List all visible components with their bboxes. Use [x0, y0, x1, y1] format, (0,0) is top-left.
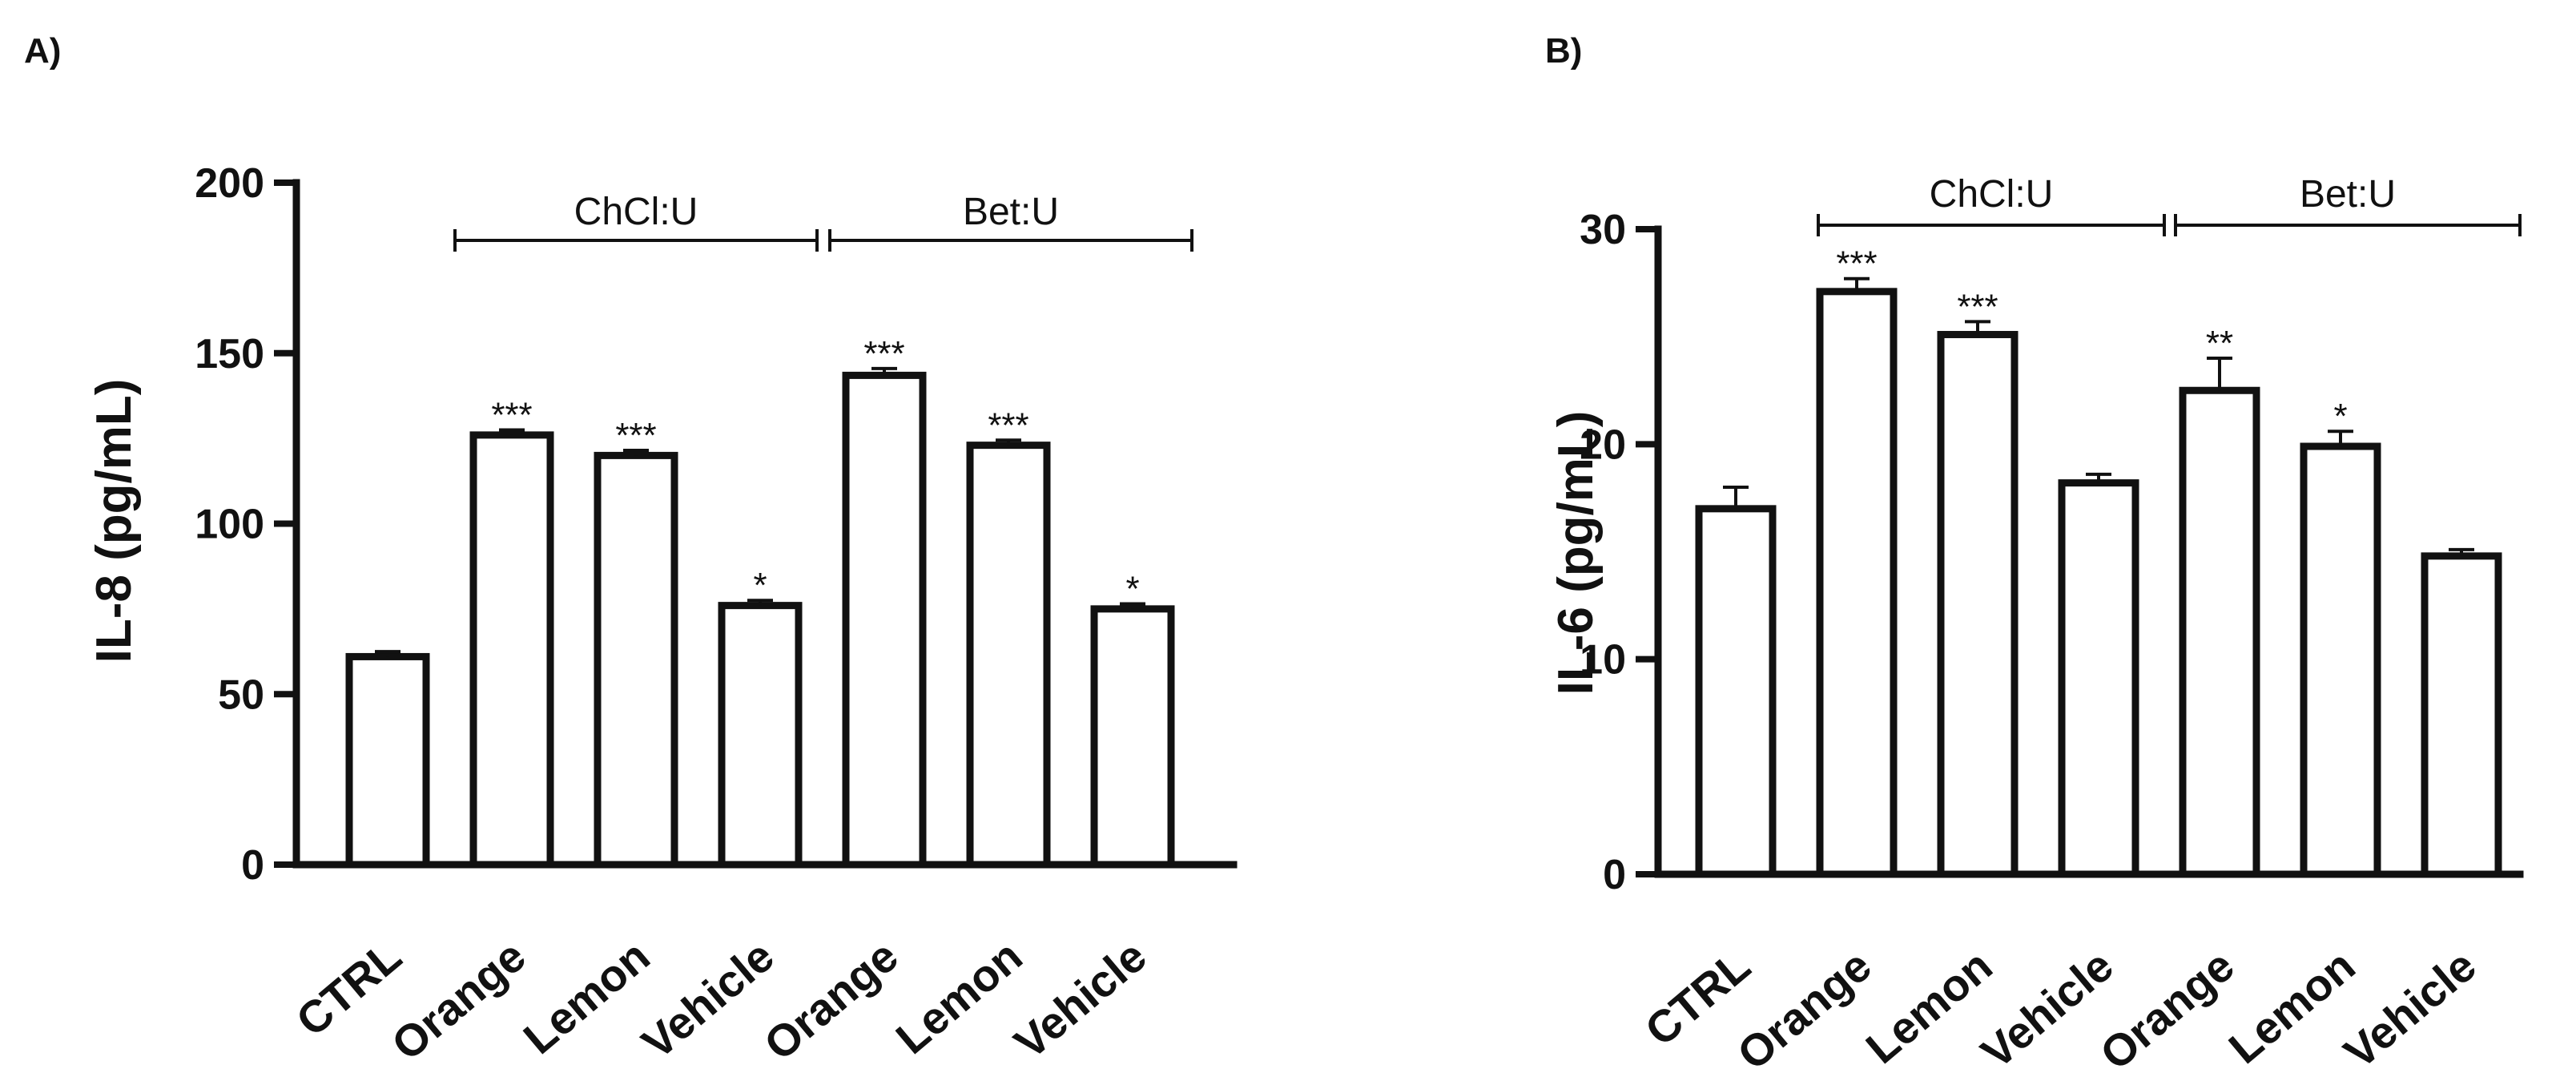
- significance-mark: *: [753, 566, 767, 605]
- bar: [594, 451, 678, 869]
- bar: [1937, 330, 2019, 878]
- significance-mark: ***: [1836, 244, 1877, 284]
- bar: [1695, 505, 1777, 878]
- category-label: Orange: [1728, 940, 1881, 1079]
- category-label: Lemon: [887, 930, 1032, 1063]
- y-tick-label: 20: [1580, 422, 1626, 468]
- category-label: Orange: [755, 930, 908, 1070]
- y-tick-label: 100: [195, 502, 264, 548]
- bar: [469, 431, 554, 869]
- y-tick-label: 30: [1580, 207, 1626, 253]
- bar: [2421, 552, 2502, 878]
- significance-mark: ***: [988, 405, 1028, 445]
- group-label: Bet:U: [2300, 173, 2396, 216]
- group-label: ChCl:U: [574, 191, 698, 233]
- significance-mark: **: [2206, 324, 2233, 363]
- significance-mark: ***: [863, 334, 904, 373]
- y-axis-label: IL-8 (pg/mL): [87, 379, 142, 664]
- group-label: ChCl:U: [1930, 173, 2054, 216]
- y-tick-label: 150: [195, 331, 264, 377]
- significance-mark: ***: [491, 395, 532, 434]
- bar: [2300, 442, 2381, 878]
- panel-a-chart: A)IL-8 (pg/mL)050100150200**************…: [24, 31, 1238, 1070]
- bar: [966, 442, 1051, 869]
- significance-mark: ***: [615, 416, 656, 455]
- panel-label: B): [1545, 31, 1582, 71]
- category-label: Vehicle: [632, 930, 783, 1068]
- y-tick-label: 200: [195, 160, 264, 207]
- y-axis-label: IL-6 (pg/mL): [1548, 411, 1604, 696]
- group-label: Bet:U: [963, 191, 1059, 233]
- panel-label: A): [24, 31, 61, 71]
- category-label: Vehicle: [2334, 940, 2485, 1078]
- bar: [718, 602, 803, 869]
- category-label: Orange: [2091, 940, 2244, 1079]
- y-tick-label: 0: [1603, 852, 1626, 898]
- bar: [2179, 386, 2260, 878]
- category-label: Orange: [382, 930, 535, 1070]
- category-label: Vehicle: [1004, 930, 1155, 1068]
- category-label: Lemon: [1857, 940, 2002, 1073]
- significance-mark: *: [1125, 569, 1139, 608]
- category-label: Lemon: [2220, 940, 2365, 1073]
- bar: [842, 371, 927, 869]
- bar: [345, 652, 430, 869]
- category-label: Vehicle: [1971, 940, 2122, 1078]
- bar: [2058, 479, 2139, 878]
- y-tick-label: 50: [218, 672, 264, 718]
- bar: [1090, 605, 1175, 869]
- y-tick-label: 0: [241, 842, 264, 889]
- significance-mark: ***: [1957, 287, 1998, 326]
- category-label: Lemon: [514, 930, 659, 1063]
- significance-mark: *: [2333, 397, 2347, 436]
- bar: [1816, 288, 1898, 878]
- panel-b-chart: B)IL-6 (pg/mL)0102030*********CTRLOrange…: [1545, 31, 2524, 1079]
- y-tick-label: 10: [1580, 637, 1626, 684]
